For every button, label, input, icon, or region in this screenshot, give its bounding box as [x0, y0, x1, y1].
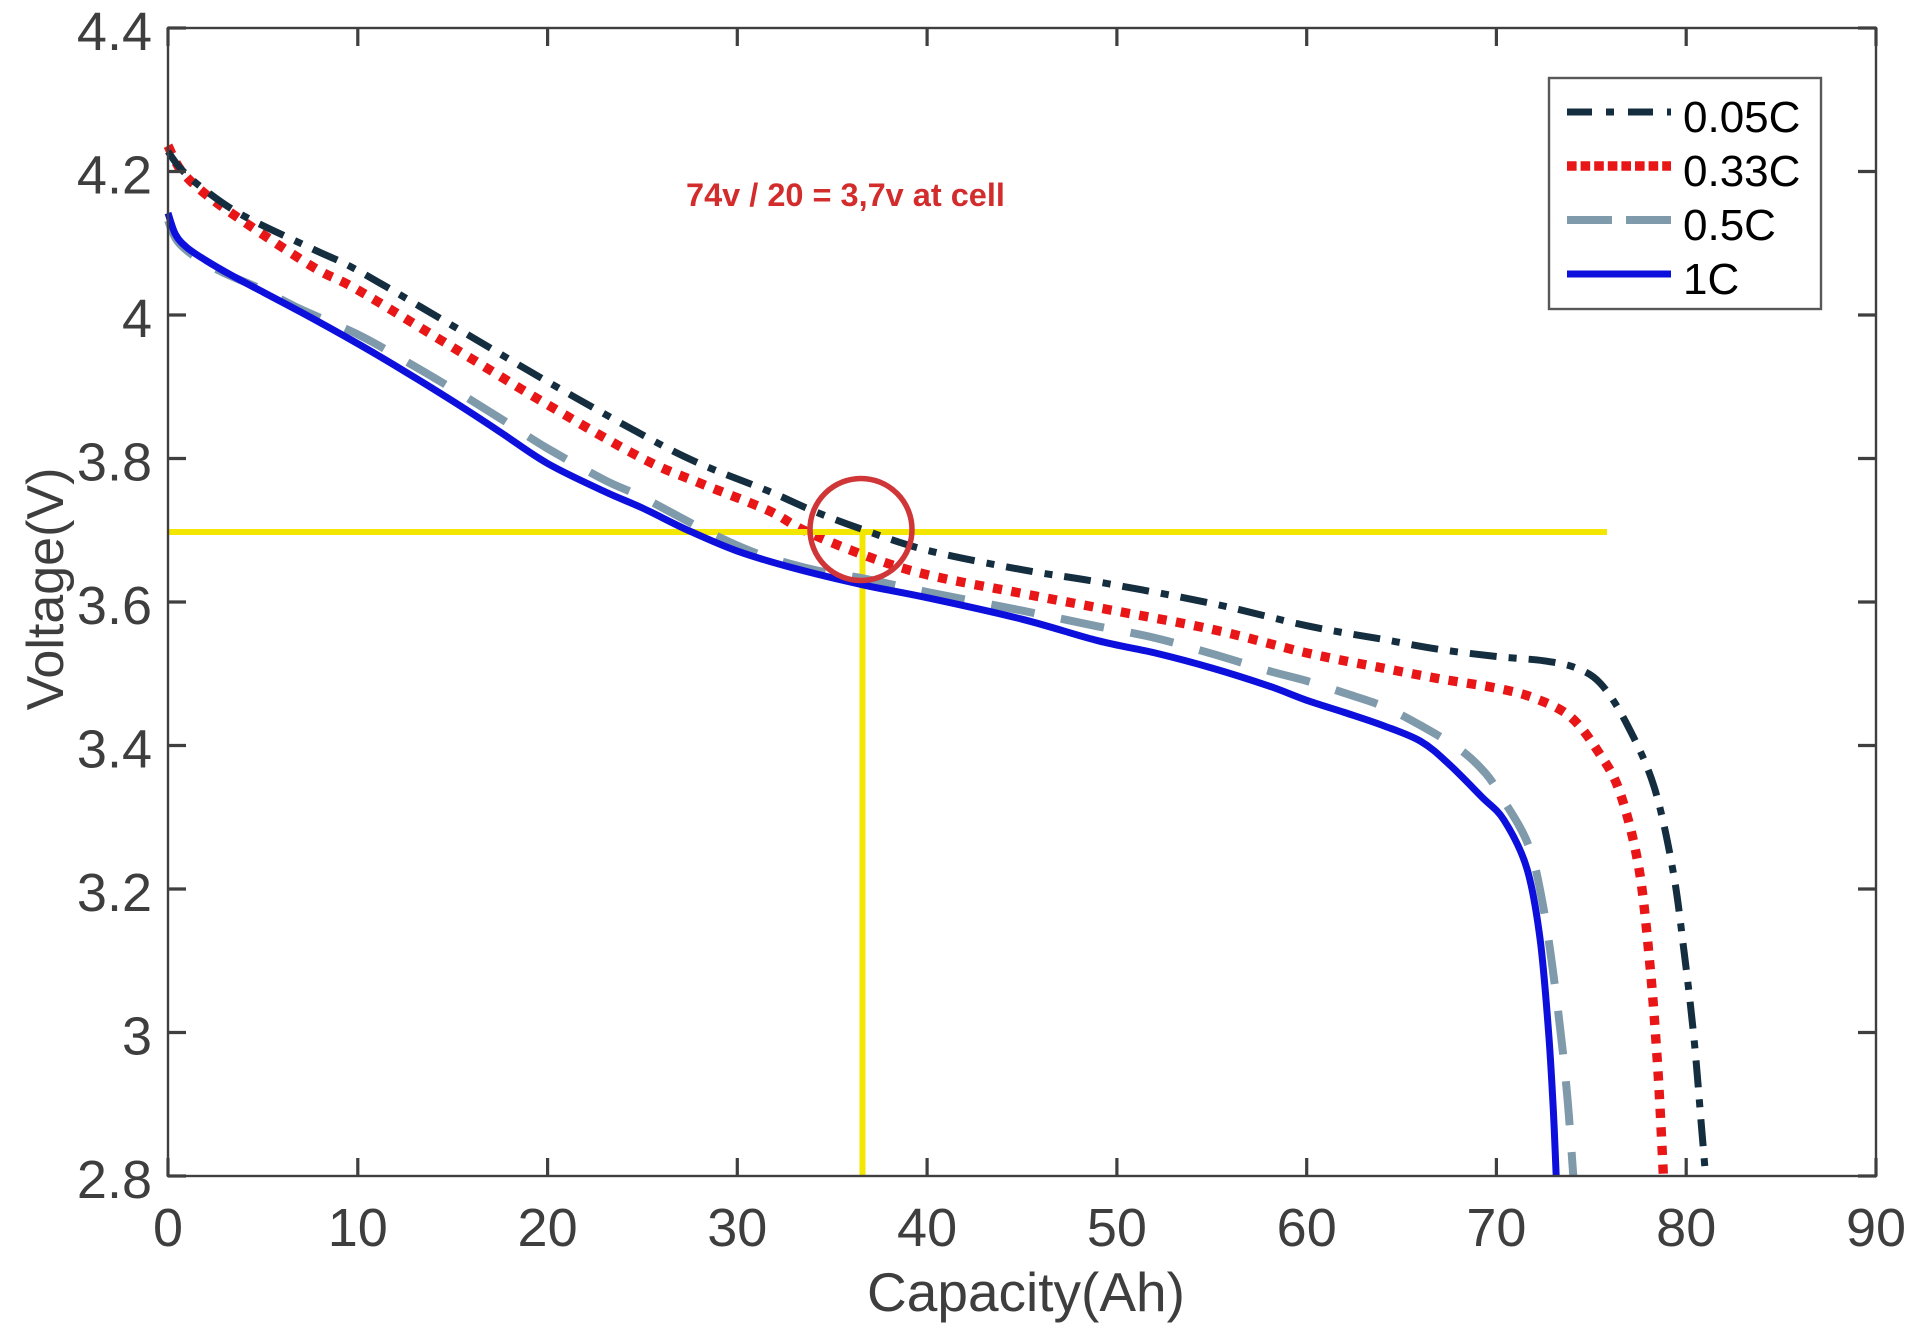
- svg-text:Capacity(Ah): Capacity(Ah): [867, 1261, 1185, 1323]
- svg-text:10: 10: [328, 1198, 388, 1258]
- svg-text:30: 30: [707, 1198, 767, 1258]
- svg-text:0.33C: 0.33C: [1683, 147, 1800, 196]
- svg-text:80: 80: [1656, 1198, 1716, 1258]
- svg-text:3.6: 3.6: [77, 576, 152, 636]
- svg-text:0.5C: 0.5C: [1683, 201, 1776, 250]
- svg-text:3.4: 3.4: [77, 720, 152, 780]
- svg-text:74v / 20 = 3,7v at cell: 74v / 20 = 3,7v at cell: [686, 177, 1005, 213]
- svg-text:4.2: 4.2: [77, 146, 152, 206]
- svg-text:3.2: 3.2: [77, 863, 152, 923]
- svg-text:Voltage(V): Voltage(V): [17, 468, 75, 711]
- svg-text:0: 0: [153, 1198, 183, 1258]
- svg-text:50: 50: [1087, 1198, 1147, 1258]
- svg-text:90: 90: [1846, 1198, 1906, 1258]
- svg-text:2.8: 2.8: [77, 1150, 152, 1210]
- svg-text:0.05C: 0.05C: [1683, 93, 1800, 142]
- svg-text:40: 40: [897, 1198, 957, 1258]
- svg-text:3.8: 3.8: [77, 433, 152, 493]
- svg-text:1C: 1C: [1683, 255, 1739, 304]
- svg-text:4: 4: [122, 289, 152, 349]
- svg-text:20: 20: [518, 1198, 578, 1258]
- svg-text:4.4: 4.4: [77, 2, 152, 62]
- svg-text:70: 70: [1466, 1198, 1526, 1258]
- svg-text:3: 3: [122, 1007, 152, 1067]
- svg-text:60: 60: [1277, 1198, 1337, 1258]
